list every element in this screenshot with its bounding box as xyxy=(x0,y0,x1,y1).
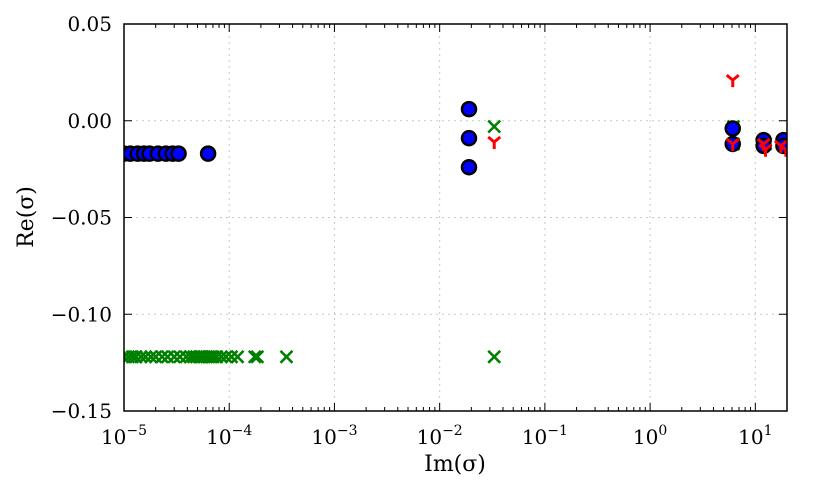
green-x-marker xyxy=(250,349,265,364)
x-tick-label: 10−2 xyxy=(417,423,463,449)
data-points xyxy=(124,73,787,364)
green-x-marker xyxy=(155,349,169,364)
green-x-marker xyxy=(204,349,218,364)
blue-circle-marker xyxy=(460,129,478,147)
x-tick-label: 10−5 xyxy=(101,423,147,449)
blue-circle-marker xyxy=(460,100,478,118)
y-tick-label: −0.15 xyxy=(51,399,112,423)
y-tick-label: −0.05 xyxy=(51,206,112,230)
y-tick-label: 0.00 xyxy=(67,109,112,133)
green-x-marker xyxy=(279,349,294,364)
red-tri-marker xyxy=(725,137,740,151)
red-tri-marker xyxy=(758,143,773,157)
green-x-marker xyxy=(487,119,502,134)
green-x-marker xyxy=(138,349,153,364)
green-x-marker xyxy=(214,349,229,364)
green-x-marker xyxy=(219,349,233,364)
x-tick-label: 10−1 xyxy=(522,423,568,449)
y-tick-label: 0.05 xyxy=(67,12,112,36)
blue-circle-marker xyxy=(170,145,187,162)
axis-ticks: 10−5 10−4 10−3 10−2 10−1 100 101 0.05 0.00 −0.05 −… xyxy=(51,12,788,449)
green-x-marker xyxy=(487,349,502,364)
x-axis-title: Im(σ) xyxy=(424,452,486,477)
blue-circle-marker xyxy=(724,120,741,137)
y-axis-title: Re(σ) xyxy=(14,186,39,248)
x-tick-label: 10−4 xyxy=(206,423,252,449)
green-x-marker xyxy=(247,349,262,364)
y-tick-label: −0.10 xyxy=(51,302,112,326)
x-tick-label: 100 xyxy=(633,423,667,449)
blue-circle-marker xyxy=(199,145,217,162)
x-tick-label: 101 xyxy=(738,423,772,449)
red-tri-marker xyxy=(725,73,740,88)
red-tri-marker xyxy=(487,135,502,150)
green-x-marker xyxy=(224,349,239,364)
blue-circle-marker xyxy=(460,158,478,176)
green-x-marker xyxy=(134,349,148,364)
x-tick-label: 10−3 xyxy=(311,423,357,449)
green-x-marker xyxy=(230,349,245,364)
green-x-marker xyxy=(167,349,182,364)
green-x-marker xyxy=(143,349,158,364)
